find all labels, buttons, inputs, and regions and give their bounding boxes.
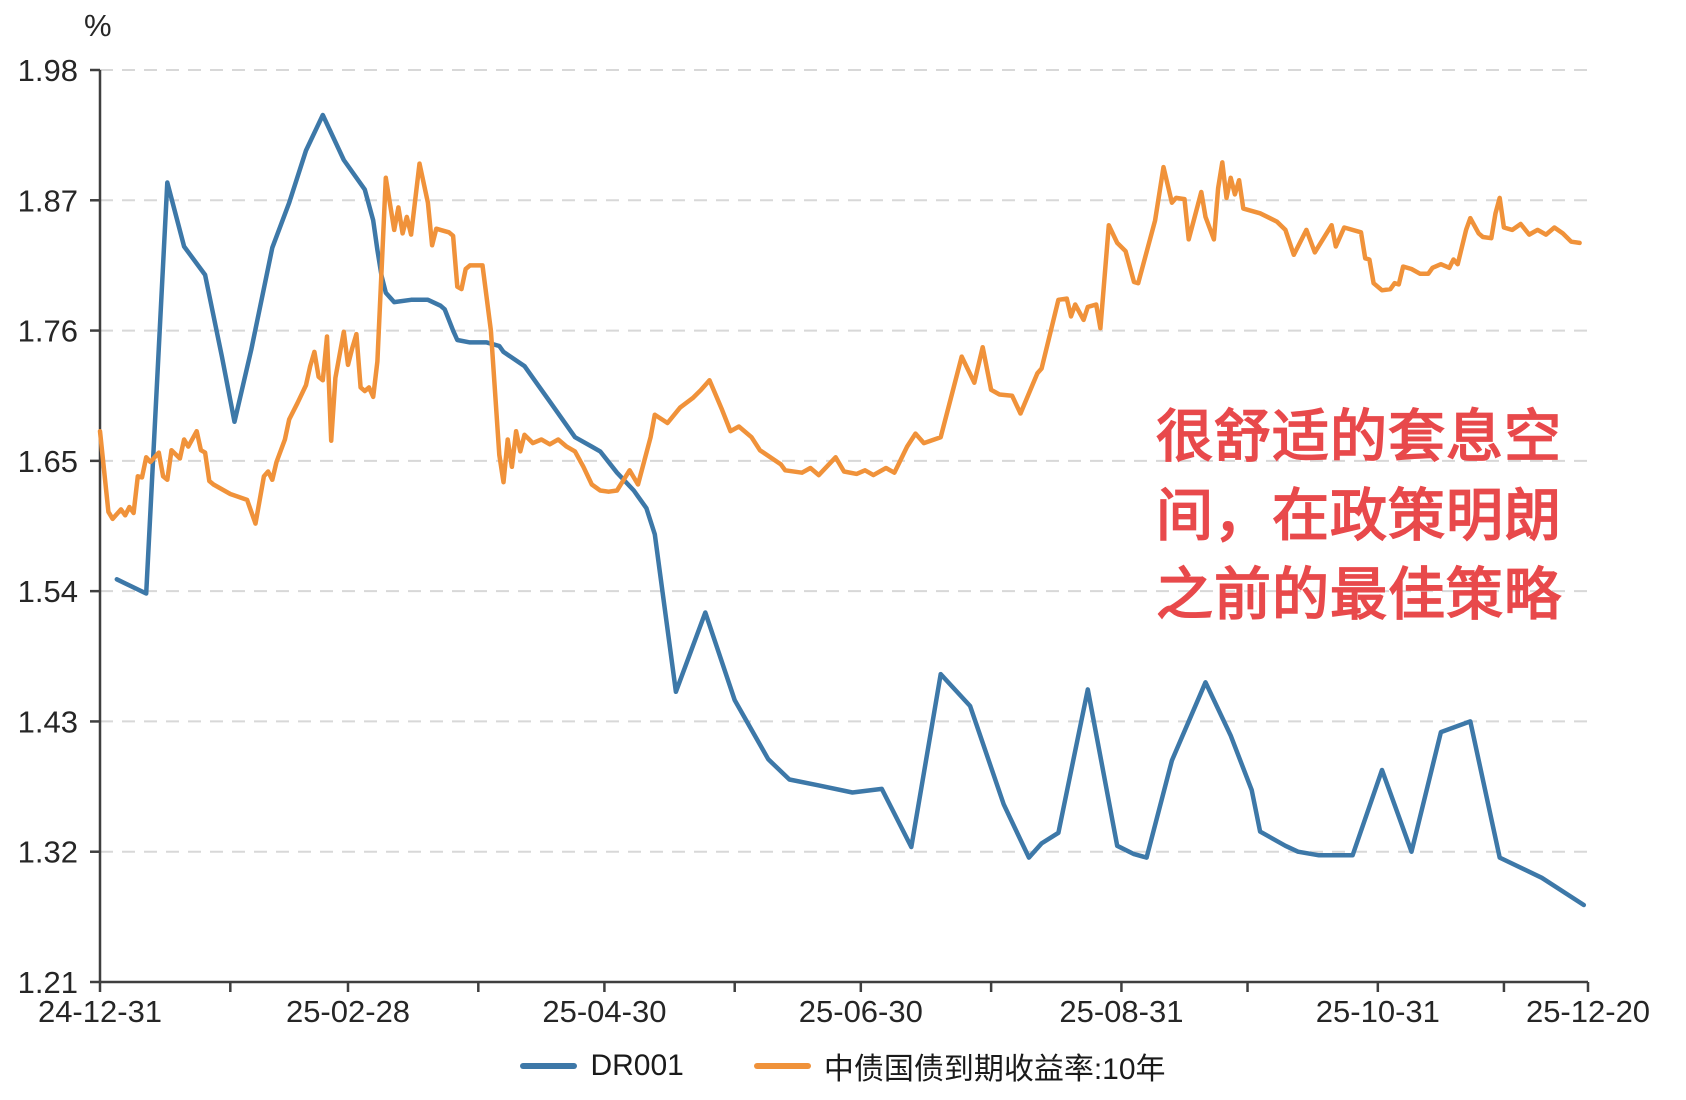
svg-text:1.76: 1.76 <box>18 314 78 349</box>
annotation-line-1: 很舒适的套息空 <box>1156 405 1562 469</box>
svg-text:24-12-31: 24-12-31 <box>38 994 162 1029</box>
legend-item-dr001: DR001 <box>520 1049 684 1083</box>
legend-label-cgb-10y: 中债国债到期收益率:10年 <box>823 1053 1166 1086</box>
svg-text:25-02-28: 25-02-28 <box>286 994 410 1029</box>
svg-text:1.54: 1.54 <box>18 574 78 609</box>
svg-text:1.43: 1.43 <box>18 704 78 739</box>
legend-item-cgb-10y: 中债国债到期收益率:10年 <box>753 1044 1166 1088</box>
legend: DR001 中债国债到期收益率:10年 <box>0 1044 1686 1088</box>
legend-swatch-dr001 <box>520 1063 578 1069</box>
svg-text:25-04-30: 25-04-30 <box>542 994 666 1029</box>
svg-text:1.65: 1.65 <box>18 444 78 479</box>
svg-text:1.21: 1.21 <box>18 965 78 1000</box>
svg-text:1.87: 1.87 <box>18 183 78 218</box>
svg-text:25-10-31: 25-10-31 <box>1316 994 1440 1029</box>
annotation-text: 很舒适的套息空 间，在政策明朗 之前的最佳策略 <box>1156 398 1562 635</box>
annotation-line-2: 间，在政策明朗 <box>1156 484 1562 548</box>
legend-label-dr001: DR001 <box>590 1049 684 1082</box>
svg-text:25-06-30: 25-06-30 <box>799 994 923 1029</box>
svg-text:1.98: 1.98 <box>18 53 78 88</box>
svg-text:1.32: 1.32 <box>18 835 78 870</box>
annotation-line-3: 之前的最佳策略 <box>1156 563 1562 627</box>
y-axis-unit-label: % <box>84 8 112 43</box>
legend-swatch-cgb-10y <box>753 1063 811 1069</box>
svg-text:25-08-31: 25-08-31 <box>1059 994 1183 1029</box>
svg-text:25-12-20: 25-12-20 <box>1526 994 1650 1029</box>
